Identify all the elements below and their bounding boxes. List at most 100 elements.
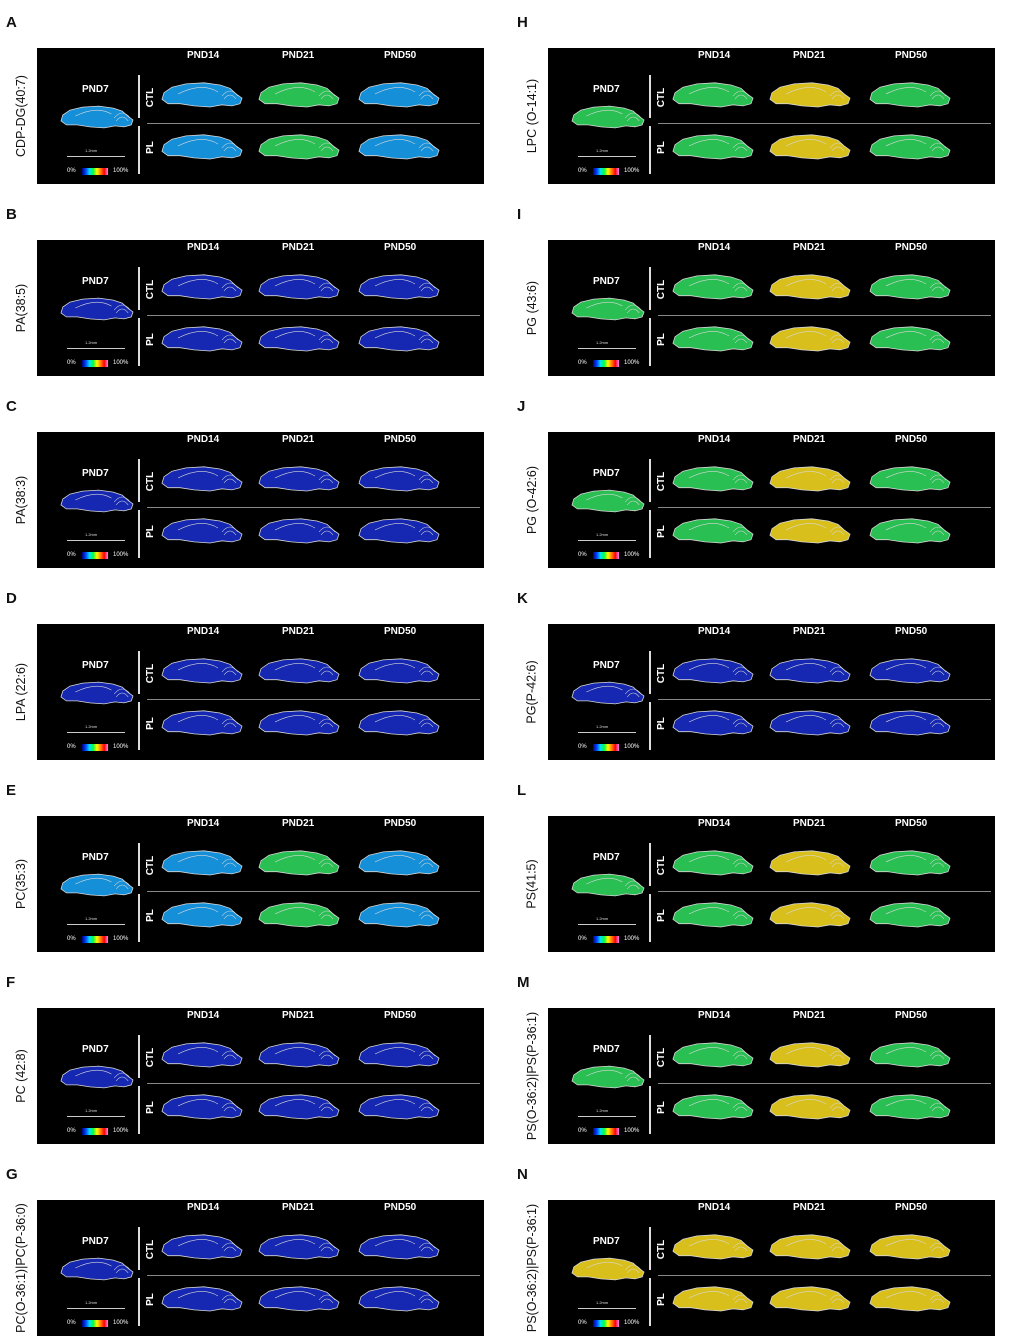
cortex-outline (885, 139, 927, 147)
row-label-pl: PL (144, 141, 156, 154)
cerebellum-outline (221, 1242, 239, 1252)
brain-sections (571, 82, 951, 160)
cortex-outline (688, 139, 730, 147)
panel-letter: K (517, 590, 528, 607)
figure-panel-j: J PG (O-42:6) PND14 PND21 PND50 PND7 CTL… (511, 398, 1021, 568)
cerebellum-outline (221, 142, 239, 152)
cerebellum-outline (829, 526, 847, 536)
colorbar-high-label: 100% (113, 360, 129, 366)
cerebellum-outline (418, 474, 436, 484)
header-pnd50: PND50 (384, 434, 417, 445)
pl-bracket (649, 1278, 651, 1326)
brain-section (769, 850, 851, 876)
brain-section (672, 850, 754, 876)
brain-section (869, 850, 951, 876)
row-separator (147, 891, 480, 892)
cortex-outline (374, 523, 416, 531)
scale-bar (578, 924, 636, 925)
cortex-outline (688, 279, 730, 287)
cortex-outline (785, 1099, 827, 1107)
header-pnd7: PND7 (82, 852, 109, 863)
row-label-ctl: CTL (656, 1047, 668, 1068)
cortex-outline (785, 907, 827, 915)
brain-section (672, 274, 754, 300)
cerebellum-outline (113, 688, 131, 698)
header-pnd7: PND7 (82, 1236, 109, 1247)
cortex-outline (885, 279, 927, 287)
colorbar-low-label: 0% (67, 552, 76, 558)
cortex-outline (177, 855, 219, 863)
cortex-outline (177, 331, 219, 339)
lipid-label-wrap: LPA (22:6) (8, 624, 34, 760)
cortex-outline (177, 471, 219, 479)
cerebellum-outline (318, 334, 336, 344)
cortex-outline (785, 331, 827, 339)
lipid-label-wrap: LPC (O-14:1) (519, 48, 545, 184)
colorbar (593, 744, 619, 751)
brain-section (358, 902, 440, 928)
brain-section (672, 1042, 754, 1068)
header-pnd50: PND50 (895, 434, 928, 445)
cortex-outline (374, 1099, 416, 1107)
cortex-outline (274, 1047, 316, 1055)
lipid-label: PC(O-36:1)|PC(P-36:0) (14, 1203, 29, 1333)
cortex-outline (586, 877, 623, 885)
pl-bracket (649, 894, 651, 942)
panel-letter: N (517, 1166, 528, 1183)
brain-section (672, 466, 754, 492)
ctl-bracket (138, 75, 140, 118)
scale-bar-label: 1.2mm (596, 532, 609, 537)
cerebellum-outline (732, 526, 750, 536)
row-label-ctl: CTL (145, 1239, 157, 1260)
cerebellum-outline (318, 858, 336, 868)
image-panel: PND14 PND21 PND50 PND7 CTL PL 1.2mm 0% 1… (37, 624, 484, 760)
panel-letter: M (517, 974, 530, 991)
row-separator (147, 123, 480, 124)
brain-section (869, 1234, 951, 1260)
cerebellum-outline (318, 1242, 336, 1252)
header-pnd14: PND14 (698, 626, 731, 637)
brain-section (258, 658, 340, 684)
cerebellum-outline (829, 90, 847, 100)
brain-section (258, 274, 340, 300)
brain-section (769, 1042, 851, 1068)
header-pnd50: PND50 (384, 626, 417, 637)
cerebellum-outline (829, 282, 847, 292)
cortex-outline (75, 301, 112, 309)
cerebellum-outline (624, 1072, 642, 1082)
row-label-ctl: CTL (145, 663, 157, 684)
cortex-outline (688, 907, 730, 915)
cortex-outline (177, 715, 219, 723)
row-separator (658, 123, 991, 124)
header-pnd21: PND21 (282, 242, 315, 253)
header-pnd50: PND50 (895, 242, 928, 253)
cortex-outline (274, 855, 316, 863)
cortex-outline (374, 87, 416, 95)
row-label-ctl: CTL (656, 279, 668, 300)
header-pnd14: PND14 (698, 1202, 731, 1213)
cerebellum-outline (418, 1102, 436, 1112)
cortex-outline (274, 523, 316, 531)
brain-section (571, 105, 645, 129)
colorbar-high-label: 100% (113, 168, 129, 174)
row-separator (658, 315, 991, 316)
cerebellum-outline (318, 1102, 336, 1112)
brain-sections (571, 1234, 951, 1312)
brain-section (769, 134, 851, 160)
scale-bar (578, 1308, 636, 1309)
brain-section (258, 134, 340, 160)
cerebellum-outline (929, 910, 947, 920)
ctl-bracket (649, 843, 651, 886)
cerebellum-outline (929, 526, 947, 536)
brain-section (769, 326, 851, 352)
cortex-outline (688, 1047, 730, 1055)
cortex-outline (586, 1069, 623, 1077)
cortex-outline (274, 1291, 316, 1299)
scale-bar (67, 348, 125, 349)
brain-section (672, 1286, 754, 1312)
header-pnd7: PND7 (593, 468, 620, 479)
cerebellum-outline (732, 858, 750, 868)
row-label-ctl: CTL (145, 855, 157, 876)
cerebellum-outline (624, 304, 642, 314)
colorbar-low-label: 0% (67, 1128, 76, 1134)
